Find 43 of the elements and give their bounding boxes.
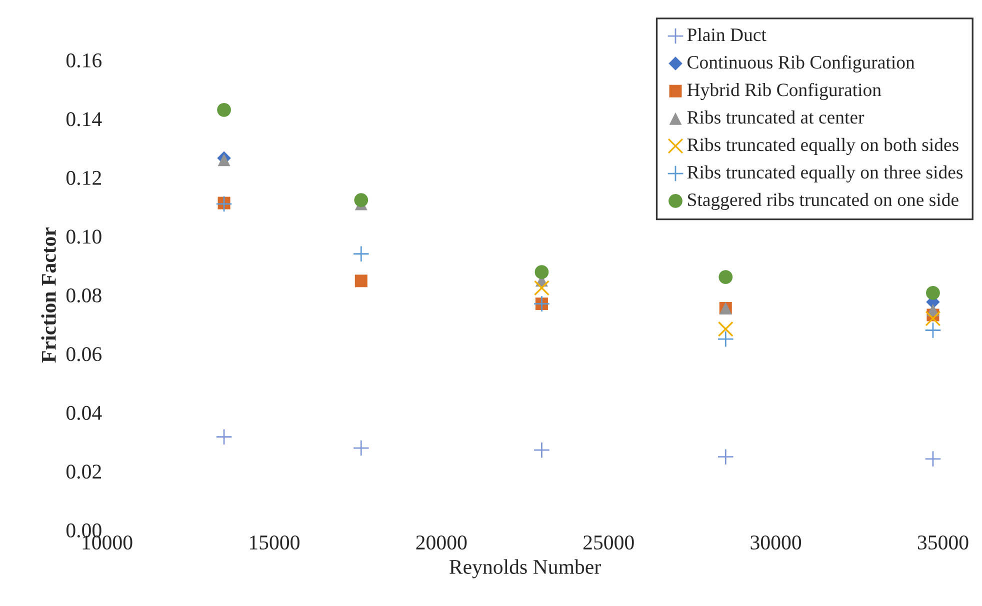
point: [354, 274, 368, 288]
y-tick-label: 0.10: [66, 230, 102, 244]
point: [352, 246, 370, 262]
point: [352, 440, 370, 456]
point: [534, 265, 549, 280]
y-axis-title: Friction Factor: [41, 227, 56, 363]
point: [717, 330, 734, 348]
legend-label: Ribs truncated equally on both sides: [687, 138, 958, 155]
point: [534, 280, 550, 296]
y-tick-label: 0.04: [66, 406, 102, 420]
point: [216, 196, 232, 212]
y-tick-label: 0.02: [66, 464, 101, 479]
x-tick-label: 35000: [918, 535, 968, 550]
y-tick-label: 0.12: [66, 170, 101, 186]
point: [718, 321, 734, 337]
legend-label: Staggered ribs truncated on one side: [688, 192, 958, 210]
legend-label: Plain Duct: [687, 28, 766, 42]
x-tick-label: 20000: [416, 535, 467, 550]
y-tick-label: 0.16: [66, 53, 102, 68]
point: [717, 448, 734, 466]
point: [925, 310, 941, 326]
point: [354, 193, 368, 208]
legend-label: Continuous Rib Configuration: [688, 55, 915, 73]
y-tick-label: 0.14: [66, 112, 102, 126]
x-tick-label: 15000: [250, 535, 300, 550]
point: [926, 286, 940, 300]
x-tick-label: 30000: [750, 535, 802, 550]
y-tick-label: 0.08: [66, 288, 102, 303]
y-tick-label: 0.06: [66, 347, 102, 362]
x-tick-label: 25000: [583, 535, 634, 550]
point: [218, 154, 230, 166]
x-tick-label: 10000: [82, 535, 132, 550]
x-axis-title: Reynolds Number: [450, 559, 601, 578]
y-tick-label: 0.00: [66, 523, 102, 538]
point: [216, 428, 232, 446]
point: [533, 442, 550, 458]
point: [924, 450, 942, 468]
point: [924, 322, 942, 339]
legend-label: Hybrid Rib Configuration: [687, 82, 882, 100]
legend-label: Ribs truncated equally on three sides: [687, 165, 963, 182]
point: [718, 270, 733, 284]
legend-label: Ribs truncated at center: [687, 110, 864, 124]
point: [217, 102, 231, 117]
